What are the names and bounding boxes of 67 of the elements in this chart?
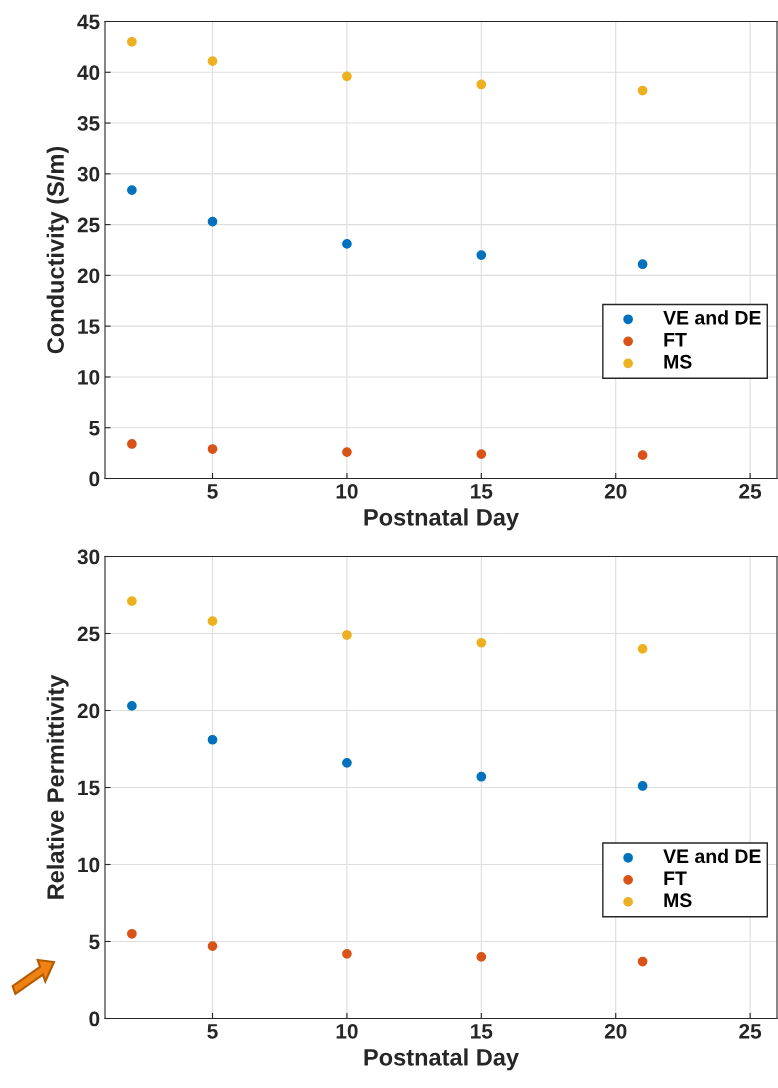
point — [476, 637, 487, 648]
y-tick-label: 10 — [78, 369, 100, 385]
x-tick-label: 10 — [336, 483, 358, 499]
x-tick-label: 15 — [471, 1024, 493, 1039]
y-tick-label: 30 — [77, 166, 100, 182]
x-axis-title: Postnatal Day — [364, 1048, 519, 1071]
y-tick-label: 0 — [89, 1011, 100, 1027]
point — [476, 952, 487, 962]
point — [127, 439, 137, 449]
x-tick-label: 10 — [336, 1023, 358, 1039]
point — [637, 85, 648, 96]
y-tick-label: 20 — [77, 703, 100, 719]
y-tick-label: 20 — [77, 268, 100, 284]
y-tick-label: 25 — [77, 217, 100, 233]
point — [637, 644, 648, 654]
legend-label: MS — [664, 893, 692, 908]
point — [637, 259, 648, 270]
y-tick-label: 5 — [89, 420, 100, 436]
y-tick-label: 5 — [89, 934, 100, 950]
y-tick-label: 15 — [78, 319, 100, 334]
y-tick-label: 15 — [78, 780, 100, 796]
y-tick-label: 0 — [89, 471, 100, 487]
point — [342, 948, 352, 959]
y-tick-label: 45 — [77, 14, 100, 30]
point — [207, 56, 218, 66]
y-tick-label: 25 — [77, 626, 100, 642]
point — [637, 781, 648, 791]
point — [127, 185, 137, 195]
point — [127, 928, 137, 939]
y-axis-title: Conductivity (S/m) — [46, 146, 69, 354]
x-tick-label: 25 — [739, 483, 762, 499]
point — [476, 250, 487, 260]
point — [342, 239, 352, 249]
x-tick-label: 5 — [207, 484, 218, 499]
legend-label: VE and DE — [663, 848, 761, 864]
point — [342, 757, 352, 768]
point — [637, 956, 648, 967]
point — [127, 596, 137, 607]
legend-label: VE and DE — [663, 310, 761, 325]
x-tick-label: 20 — [604, 1023, 627, 1039]
y-tick-label: 35 — [77, 116, 100, 131]
y-axis-title: Relative Permittivity — [46, 674, 69, 899]
point — [476, 771, 487, 782]
point — [637, 450, 648, 461]
point — [342, 630, 352, 640]
point — [207, 616, 218, 627]
x-tick-label: 25 — [739, 1023, 762, 1039]
legend-label: FT — [664, 333, 687, 347]
point — [476, 449, 487, 459]
point — [127, 701, 137, 711]
point — [207, 734, 218, 745]
point — [207, 216, 218, 227]
point — [342, 71, 352, 82]
legend-label: MS — [664, 354, 692, 369]
x-tick-label: 20 — [604, 483, 627, 499]
y-tick-label: 30 — [77, 549, 100, 565]
x-tick-label: 15 — [471, 484, 493, 499]
point — [207, 941, 218, 951]
point — [342, 447, 352, 457]
x-tick-label: 5 — [207, 1024, 218, 1039]
point — [476, 79, 487, 90]
point — [127, 36, 137, 47]
y-tick-label: 10 — [78, 857, 100, 873]
point — [207, 444, 218, 454]
x-axis-title: Postnatal Day — [364, 508, 519, 531]
legend-label: FT — [664, 871, 687, 885]
y-tick-label: 40 — [77, 65, 100, 81]
